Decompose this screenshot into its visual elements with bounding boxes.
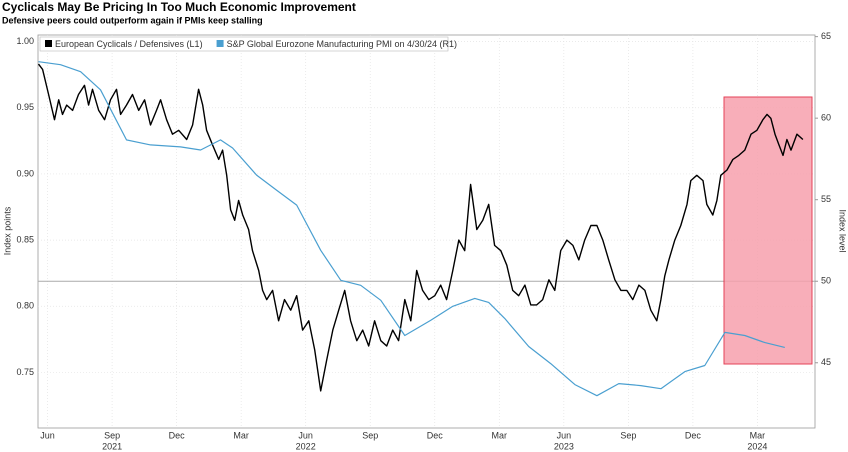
y2-axis-label: Index level [838,209,848,252]
x-year-label: 2022 [296,441,316,451]
chart-title: Cyclicals May Be Pricing In Too Much Eco… [2,0,356,14]
x-year-label: 2024 [747,441,767,451]
x-tick-label: Jun [298,430,313,440]
legend-label: European Cyclicals / Defensives (L1) [55,39,203,49]
y2-tick-label: 60 [821,113,831,123]
series-line [38,61,785,397]
x-tick-label: Sep [362,430,378,440]
y2-tick-label: 45 [821,357,831,367]
x-tick-label: Mar [492,430,508,440]
x-year-label: 2021 [102,441,122,451]
y2-tick-label: 50 [821,276,831,286]
y-tick-label: 1.00 [16,36,34,46]
legend-swatch [45,40,52,47]
x-tick-label: Dec [427,430,444,440]
series-line [37,63,804,392]
y-tick-label: 0.75 [16,367,34,377]
x-tick-label: Jun [557,430,572,440]
x-tick-label: Sep [104,430,120,440]
x-tick-label: Jun [40,430,55,440]
y-tick-label: 0.85 [16,234,34,244]
y2-tick-label: 55 [821,194,831,204]
chart-subtitle: Defensive peers could outperform again i… [2,15,263,25]
x-tick-label: Dec [685,430,702,440]
y-axis-label: Index points [2,206,12,255]
y2-tick-label: 65 [821,31,831,41]
x-tick-label: Dec [169,430,186,440]
x-tick-label: Sep [620,430,636,440]
legend-swatch [216,40,224,47]
y-tick-label: 0.80 [16,301,34,311]
legend-label: S&P Global Eurozone Manufacturing PMI on… [227,39,457,49]
x-tick-label: Mar [750,430,766,440]
plot-frame [37,34,816,429]
x-year-label: 2023 [554,441,574,451]
highlight-box [723,96,813,365]
y-tick-label: 0.90 [16,168,34,178]
y-tick-label: 0.95 [16,102,34,112]
x-tick-label: Mar [233,430,249,440]
legend-box [39,36,449,52]
